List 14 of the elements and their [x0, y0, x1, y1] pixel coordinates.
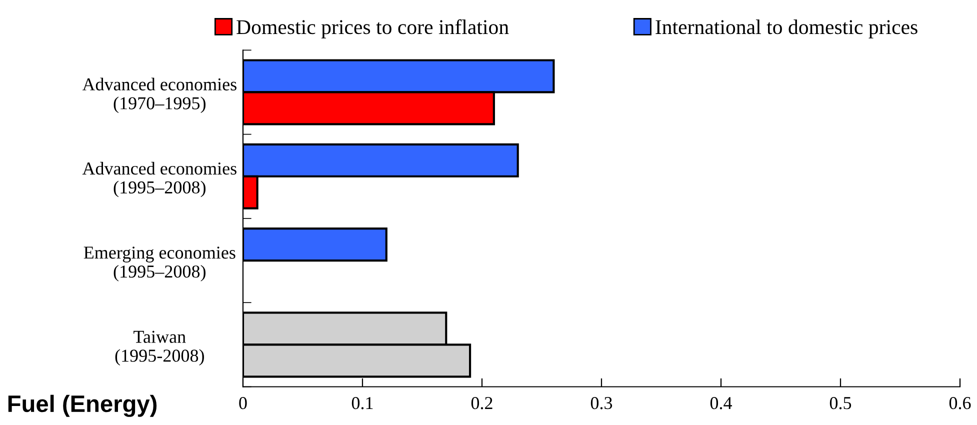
x-tick-label: 0 — [239, 396, 247, 410]
x-tick-label: 0.6 — [949, 396, 971, 410]
y-tick-label: Emerging economies (1995–2008) — [84, 246, 236, 282]
x-tick-label: 0.2 — [471, 396, 492, 410]
x-tick-label: 0.3 — [590, 396, 612, 410]
text: Fuel (Energy) — [8, 394, 157, 417]
x-tick-label: 0.1 — [352, 396, 373, 410]
y-tick-label: Advanced economies (1970–1995) — [82, 78, 236, 114]
legend-label: International to domestic prices — [656, 20, 918, 38]
x-tick-label: 0.4 — [710, 396, 732, 410]
x-tick-label: 0.5 — [830, 396, 852, 410]
y-tick-label: Advanced economies (1995–2008) — [82, 162, 236, 198]
legend-label: Domestic prices to core inflation — [236, 19, 509, 38]
y-tick-label: Taiwan (1995-2008) — [115, 330, 204, 366]
